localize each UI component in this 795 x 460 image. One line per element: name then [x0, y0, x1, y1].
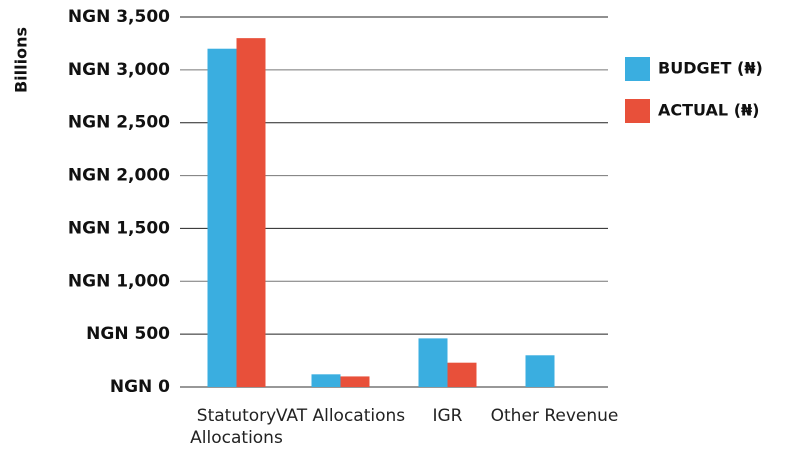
y-axis-label: Billions — [12, 27, 31, 93]
x-tick-label: IGR — [432, 406, 463, 426]
x-tick-label: Statutory Allocations — [190, 406, 283, 448]
legend-label: BUDGET (₦) — [658, 59, 763, 78]
bar — [311, 374, 341, 387]
y-tick-label: NGN 1,500 — [68, 218, 170, 238]
bar — [525, 355, 555, 387]
x-tick-label: Other Revenue — [490, 406, 619, 426]
bar — [207, 48, 237, 387]
x-tick-label: VAT Allocations — [275, 406, 406, 426]
y-tick-label: NGN 2,000 — [68, 166, 170, 186]
y-tick-label: NGN 0 — [110, 377, 170, 397]
legend-swatch — [625, 57, 650, 81]
y-tick-label: NGN 500 — [86, 324, 170, 344]
bar — [236, 38, 266, 388]
y-tick-label: NGN 2,500 — [68, 113, 170, 133]
y-tick-label: NGN 3,000 — [68, 60, 170, 80]
bar — [447, 362, 477, 387]
y-tick-label: NGN 1,000 — [68, 271, 170, 291]
legend-swatch — [625, 99, 650, 123]
bar — [340, 376, 370, 387]
legend-label: ACTUAL (₦) — [658, 101, 759, 120]
bar — [418, 338, 448, 387]
y-tick-label: NGN 3,500 — [68, 7, 170, 27]
